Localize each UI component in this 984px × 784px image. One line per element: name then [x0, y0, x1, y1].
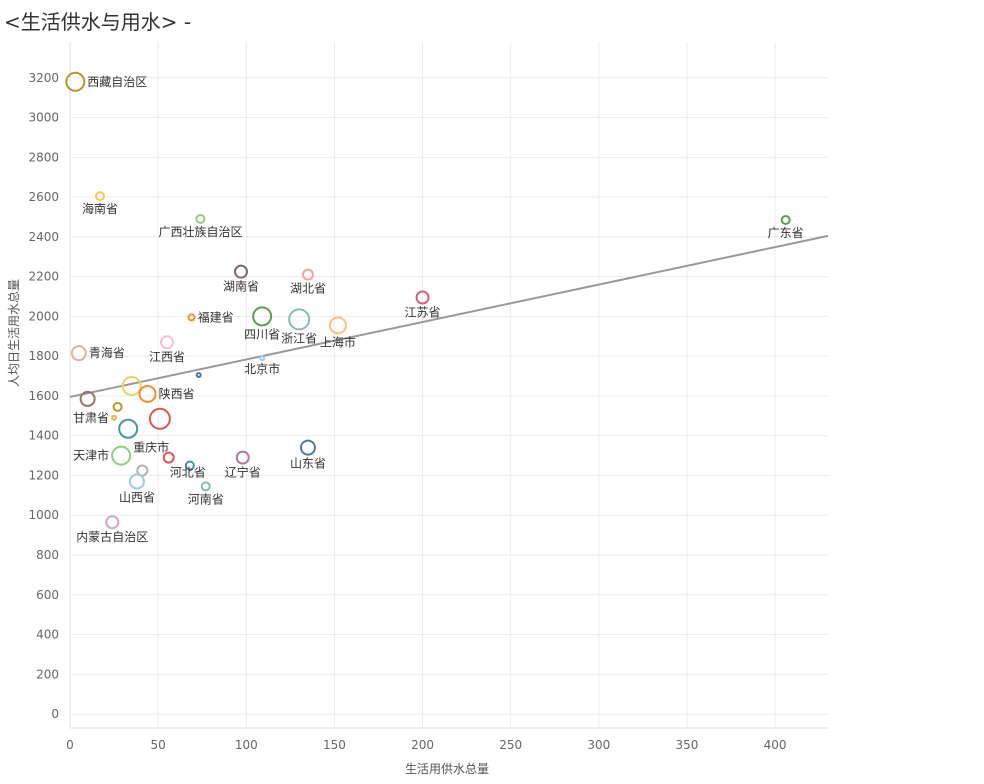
y-tick-label: 1400 — [28, 429, 59, 443]
x-tick-label: 0 — [66, 738, 74, 752]
point-label: 陕西省 — [159, 386, 195, 401]
data-point[interactable] — [148, 407, 171, 430]
data-point[interactable] — [128, 473, 145, 490]
point-label: 广东省 — [768, 226, 804, 240]
data-point[interactable] — [415, 290, 430, 305]
y-axis: 0 200 400 600 800 1000 1200 1400 1600 1800 2000 220… — [28, 71, 59, 721]
grid — [69, 42, 828, 729]
point-label: 浙江省 — [281, 331, 317, 345]
data-point[interactable] — [780, 214, 791, 225]
y-axis-title: 人均日生活用水总量 — [7, 279, 21, 387]
data-point[interactable] — [159, 335, 174, 350]
data-point[interactable] — [299, 439, 316, 456]
y-tick-label: 2800 — [28, 150, 59, 164]
point-label: 甘肃省 — [73, 411, 109, 425]
point-label: 重庆市 — [133, 440, 169, 455]
y-tick-label: 0 — [51, 707, 59, 721]
y-tick-label: 400 — [36, 628, 59, 642]
point-label: 海南省 — [82, 201, 118, 216]
y-tick-label: 600 — [36, 588, 59, 602]
data-points[interactable] — [65, 71, 791, 530]
y-tick-label: 1200 — [28, 468, 59, 482]
data-point[interactable] — [195, 372, 202, 379]
data-point[interactable] — [111, 414, 118, 421]
x-tick-label: 200 — [411, 738, 434, 752]
point-label: 湖北省 — [290, 281, 326, 296]
data-point[interactable] — [184, 460, 195, 471]
point-label: 湖南省 — [223, 279, 259, 294]
data-point[interactable] — [187, 313, 196, 322]
x-tick-label: 50 — [150, 738, 165, 752]
point-label: 辽宁省 — [225, 465, 261, 480]
point-label: 四川省 — [244, 327, 280, 341]
point-label: 河北省 — [170, 466, 206, 480]
point-label: 山西省 — [119, 490, 155, 504]
data-point[interactable] — [65, 71, 86, 92]
y-tick-label: 2000 — [28, 309, 59, 323]
x-tick-label: 350 — [676, 738, 699, 752]
y-tick-label: 1000 — [28, 508, 59, 522]
x-tick-label: 100 — [235, 738, 258, 752]
data-point[interactable] — [94, 191, 105, 202]
data-point[interactable] — [112, 401, 123, 412]
data-point[interactable] — [328, 316, 347, 335]
point-label: 西藏自治区 — [87, 75, 147, 89]
y-tick-label: 3200 — [28, 71, 59, 85]
data-point[interactable] — [200, 481, 211, 492]
y-tick-label: 2600 — [28, 190, 59, 204]
point-label: 福建省 — [198, 309, 234, 324]
y-tick-label: 800 — [36, 548, 59, 562]
y-tick-label: 1800 — [28, 349, 59, 363]
x-tick-label: 150 — [323, 738, 346, 752]
point-label: 广西壮族自治区 — [158, 225, 242, 239]
chart-title: <生活供水与用水> - — [4, 10, 192, 34]
data-point[interactable] — [235, 450, 250, 465]
data-point[interactable] — [70, 345, 87, 362]
point-label: 上海市 — [320, 334, 356, 349]
y-tick-label: 2400 — [28, 230, 59, 244]
y-tick-label: 3000 — [28, 111, 59, 125]
x-axis: 0 50 100 150 200 250 300 350 400 — [66, 738, 786, 752]
point-label: 山东省 — [290, 457, 326, 471]
trend-line — [69, 234, 829, 398]
point-label: 江苏省 — [405, 306, 441, 320]
data-point[interactable] — [259, 355, 266, 362]
data-point[interactable] — [105, 515, 120, 530]
data-point[interactable] — [301, 268, 314, 281]
data-point[interactable] — [121, 375, 142, 396]
point-label: 内蒙古自治区 — [76, 529, 148, 544]
data-point[interactable] — [79, 390, 96, 407]
data-point[interactable] — [195, 213, 206, 224]
point-label: 青海省 — [89, 345, 125, 360]
data-point[interactable] — [111, 445, 132, 466]
data-point[interactable] — [288, 308, 311, 331]
data-point[interactable] — [118, 418, 139, 439]
point-label: 江西省 — [149, 350, 185, 364]
y-tick-label: 1600 — [28, 389, 59, 403]
x-tick-label: 250 — [499, 738, 522, 752]
data-point[interactable] — [233, 264, 248, 279]
point-label: 天津市 — [73, 448, 109, 463]
y-tick-label: 2200 — [28, 270, 59, 284]
x-tick-label: 300 — [587, 738, 610, 752]
data-point[interactable] — [162, 451, 175, 464]
y-tick-label: 200 — [36, 667, 59, 681]
data-point[interactable] — [138, 384, 157, 403]
point-label: 北京市 — [244, 361, 280, 376]
x-axis-title: 生活用供水总量 — [405, 762, 489, 776]
data-point[interactable] — [252, 306, 273, 327]
x-tick-label: 400 — [764, 738, 787, 752]
point-label: 河南省 — [188, 491, 224, 506]
